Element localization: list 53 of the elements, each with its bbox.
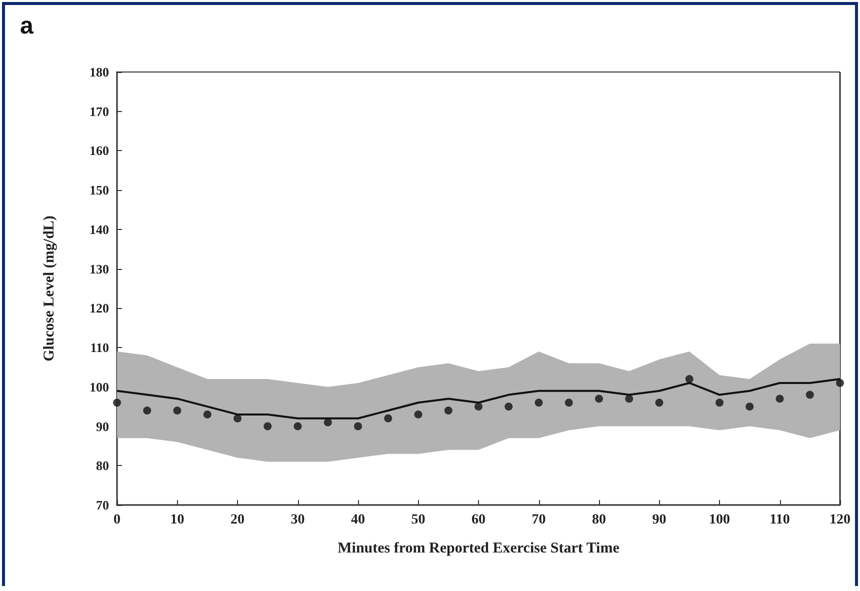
x-tick-label: 120 [830, 512, 850, 528]
y-tick-label: 170 [90, 104, 109, 119]
point [113, 398, 121, 407]
point [203, 410, 212, 418]
point [836, 378, 844, 387]
x-tick-label: 20 [230, 512, 244, 528]
x-tick-label: 80 [592, 512, 606, 528]
y-tick-label: 140 [90, 222, 109, 237]
y-tick-label: 80 [96, 458, 109, 474]
y-tick-label: 150 [90, 182, 109, 198]
point [264, 422, 272, 430]
point [294, 422, 302, 430]
x-axis-title: Minutes from Reported Exercise Start Time [338, 540, 620, 556]
point [414, 410, 422, 418]
x-tick-label: 10 [170, 512, 184, 528]
y-tick-label: 120 [90, 300, 109, 316]
x-tick-label: 110 [770, 512, 790, 528]
x-tick-label: 0 [114, 512, 120, 528]
point [776, 394, 784, 403]
text: a [20, 12, 34, 40]
point [716, 398, 724, 407]
point [625, 394, 634, 403]
x-tick-label: 50 [411, 512, 426, 528]
y-tick-label: 180 [90, 64, 109, 80]
point [173, 406, 182, 415]
y-tick-label: 130 [90, 261, 109, 276]
x-tick-label: 40 [351, 512, 365, 528]
point [685, 375, 694, 384]
y-tick-label: 100 [90, 379, 109, 394]
x-tick-label: 70 [532, 512, 546, 528]
y-axis-title: Glucose Level (mg/dL) [42, 216, 58, 362]
point [474, 402, 482, 411]
y-tick-label: 70 [96, 498, 109, 512]
y-tick-label: 110 [90, 340, 109, 356]
point [384, 414, 392, 422]
point [746, 402, 754, 411]
point [806, 390, 814, 399]
point [324, 418, 332, 426]
x-tick-label: 100 [709, 512, 730, 528]
y-tick-label: 160 [90, 143, 109, 158]
x-tick-label: 90 [652, 512, 666, 528]
point [534, 398, 543, 407]
point [504, 402, 513, 411]
x-tick-label: 60 [472, 512, 486, 528]
point [234, 414, 242, 422]
point [143, 406, 152, 415]
point [564, 398, 573, 407]
point [595, 394, 603, 403]
point [444, 406, 452, 415]
x-tick-label: 30 [290, 512, 305, 528]
point [655, 398, 664, 407]
y-tick-label: 90 [96, 418, 109, 434]
point [354, 422, 362, 430]
